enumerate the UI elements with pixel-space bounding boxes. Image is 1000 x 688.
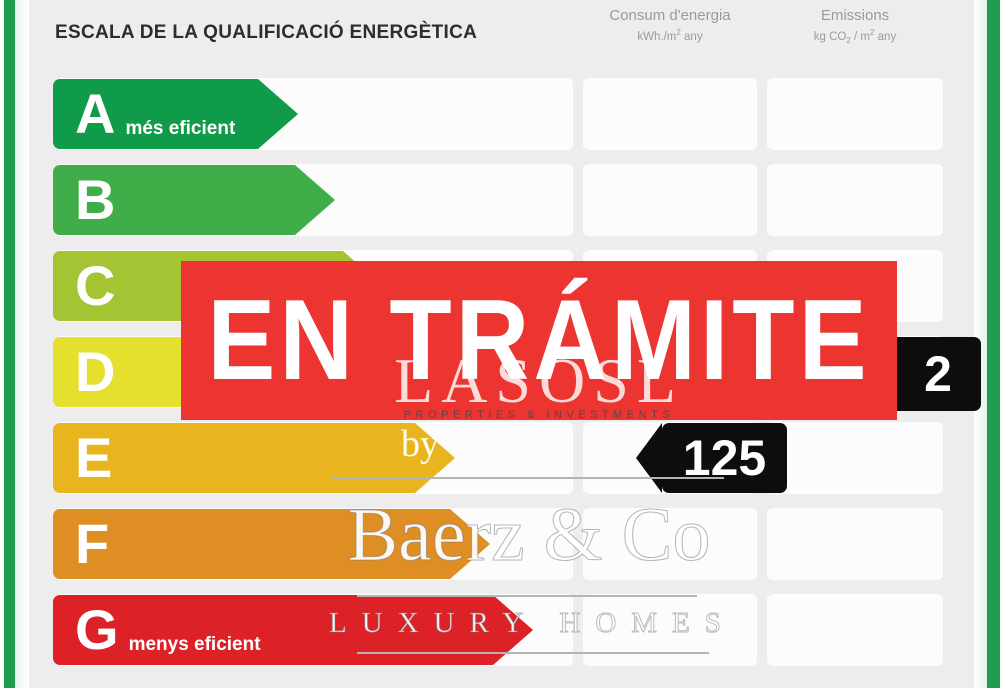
rating-letter: E (75, 426, 113, 489)
emissions-value-badge: 2 (849, 337, 981, 411)
rating-row: F (29, 508, 974, 580)
rating-letter: C (75, 254, 116, 317)
watermark-name: Baerz & Co (347, 493, 711, 577)
right-frame-bar (987, 0, 1000, 688)
rating-cell-consum (583, 594, 757, 666)
rating-row: B (29, 164, 974, 236)
consum-badge-arrow-tip (636, 423, 662, 493)
watermark-divider-top (332, 477, 724, 479)
watermark-divider-bottom (357, 652, 709, 654)
rating-cell-consum (583, 164, 757, 236)
rating-cell-emissions (767, 78, 943, 150)
rating-arrow: A més eficient (53, 79, 298, 149)
rating-cell-emissions (767, 164, 943, 236)
consum-value: 125 (682, 430, 767, 486)
rating-note: més eficient (125, 118, 236, 139)
rating-letter: A (75, 82, 116, 145)
rating-arrow: E (53, 423, 455, 493)
rating-cell-consum (583, 508, 757, 580)
rating-arrow-tip (450, 509, 490, 579)
rating-arrow-tip (415, 423, 455, 493)
rating-cell-emissions (767, 508, 943, 580)
en-tramite-banner: EN TRÁMITE (181, 261, 897, 420)
banner-text: EN TRÁMITE (207, 276, 871, 404)
watermark-tagline: PROPERTIES & INVESTMENTS (403, 409, 675, 421)
consum-value-badge: 125 (636, 423, 787, 493)
consum-label: Consum d'energia (609, 7, 731, 24)
rating-letter: G (75, 598, 119, 661)
rating-arrow: F (53, 509, 490, 579)
watermark-by: by (401, 423, 439, 465)
rating-arrow-tip (295, 165, 335, 235)
column-header-consum: Consum d'energia kWh./m2 any (583, 7, 757, 43)
certificate-panel: ESCALA DE LA QUALIFICACIÓ ENERGÈTICA Con… (29, 0, 981, 688)
rating-row: A més eficient (29, 78, 974, 150)
column-header-emissions: Emissions kg CO2 / m2 any (767, 7, 943, 45)
emissions-unit: kg CO2 / m2 any (813, 28, 897, 46)
watermark-subtitle: LUXURY HOMES (329, 607, 736, 640)
watermark-divider-middle (357, 595, 697, 597)
rating-cell-consum (583, 78, 757, 150)
rating-note: menys eficient (128, 634, 261, 655)
certificate-title: ESCALA DE LA QUALIFICACIÓ ENERGÈTICA (55, 22, 478, 43)
rating-row: E (29, 422, 974, 494)
left-frame-fade (15, 0, 29, 688)
consum-unit: kWh./m2 any (637, 28, 703, 43)
emissions-label: Emissions (820, 7, 890, 24)
rating-arrow-tip (258, 79, 298, 149)
left-frame-bar (4, 0, 15, 688)
rating-cell-emissions (767, 422, 943, 494)
emissions-value: 2 (924, 346, 952, 402)
rating-cell-emissions (767, 594, 943, 666)
rating-arrow: B (53, 165, 335, 235)
rating-letter: D (75, 340, 116, 403)
watermark-brand: LASOSL (394, 345, 684, 416)
rating-letter: F (75, 512, 110, 575)
rating-letter: B (75, 168, 116, 231)
